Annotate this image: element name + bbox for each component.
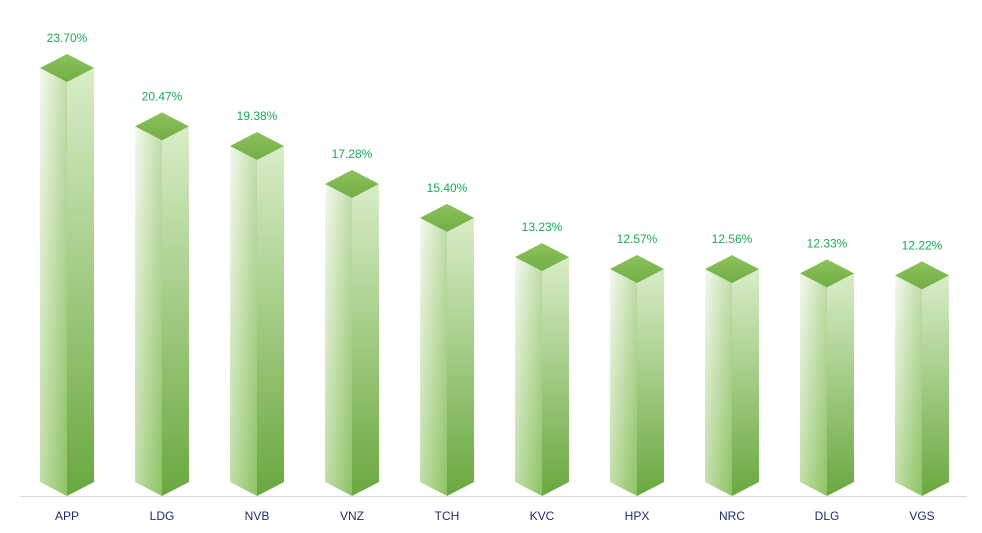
- x-tick-label: NRC: [719, 509, 745, 523]
- x-tick-label: DLG: [815, 509, 840, 523]
- bar-front-face: [420, 217, 447, 496]
- bar-top-face: [420, 203, 474, 232]
- bar-top-face: [325, 169, 379, 198]
- bar-side-face: [922, 275, 949, 496]
- bar-side-face: [542, 257, 569, 496]
- bar-vgs: [895, 261, 949, 496]
- x-tick-label: VGS: [909, 509, 934, 523]
- bar-front-face: [40, 68, 67, 496]
- bar-tch: [420, 203, 474, 496]
- bar-top-face: [135, 112, 189, 141]
- labels-group: 23.70% APP 20.47% LDG 19.38% NVB 17.28% VNZ 15.4…: [47, 31, 943, 523]
- bar-front-face: [895, 275, 922, 496]
- bar-side-face: [827, 273, 854, 496]
- x-tick-label: KVC: [530, 509, 555, 523]
- data-label: 15.40%: [427, 181, 468, 195]
- bar-side-face: [257, 146, 284, 496]
- x-tick-label: APP: [55, 509, 79, 523]
- bar-top-face: [895, 261, 949, 290]
- data-label: 23.70%: [47, 31, 88, 45]
- bars-group: [40, 54, 949, 496]
- bar-kvc: [515, 243, 569, 496]
- x-tick-label: NVB: [245, 509, 270, 523]
- bar-side-face: [447, 217, 474, 496]
- bar-front-face: [800, 273, 827, 496]
- data-label: 12.33%: [807, 236, 848, 250]
- bar-top-face: [610, 254, 664, 283]
- x-tick-label: HPX: [625, 509, 650, 523]
- bar-side-face: [637, 268, 664, 496]
- bar-side-face: [162, 126, 189, 496]
- data-label: 12.57%: [617, 232, 658, 246]
- data-label: 12.56%: [712, 232, 753, 246]
- bar-ldg: [135, 112, 189, 496]
- data-label: 20.47%: [142, 89, 183, 103]
- x-tick-label: VNZ: [340, 509, 364, 523]
- bar-front-face: [515, 257, 542, 496]
- bar-top-face: [705, 255, 759, 284]
- bar-dlg: [800, 259, 854, 496]
- bar-nrc: [705, 255, 759, 496]
- x-tick-label: LDG: [150, 509, 175, 523]
- bar-front-face: [610, 268, 637, 496]
- bar-hpx: [610, 254, 664, 496]
- bar-side-face: [352, 183, 379, 496]
- bar-top-face: [515, 243, 569, 272]
- bar-top-face: [800, 259, 854, 288]
- data-label: 13.23%: [522, 220, 563, 234]
- x-tick-label: TCH: [435, 509, 460, 523]
- bar-side-face: [732, 269, 759, 496]
- data-label: 17.28%: [332, 147, 373, 161]
- bar-front-face: [705, 269, 732, 496]
- bar-vnz: [325, 169, 379, 496]
- bar-front-face: [135, 126, 162, 496]
- data-label: 12.22%: [902, 238, 943, 252]
- bar-front-face: [230, 146, 257, 496]
- bar-top-face: [40, 54, 94, 82]
- bar-nvb: [230, 132, 284, 496]
- bar-app: [40, 54, 94, 496]
- bar-front-face: [325, 183, 352, 496]
- bar-top-face: [230, 132, 284, 161]
- bar-side-face: [67, 68, 94, 496]
- data-label: 19.38%: [237, 109, 278, 123]
